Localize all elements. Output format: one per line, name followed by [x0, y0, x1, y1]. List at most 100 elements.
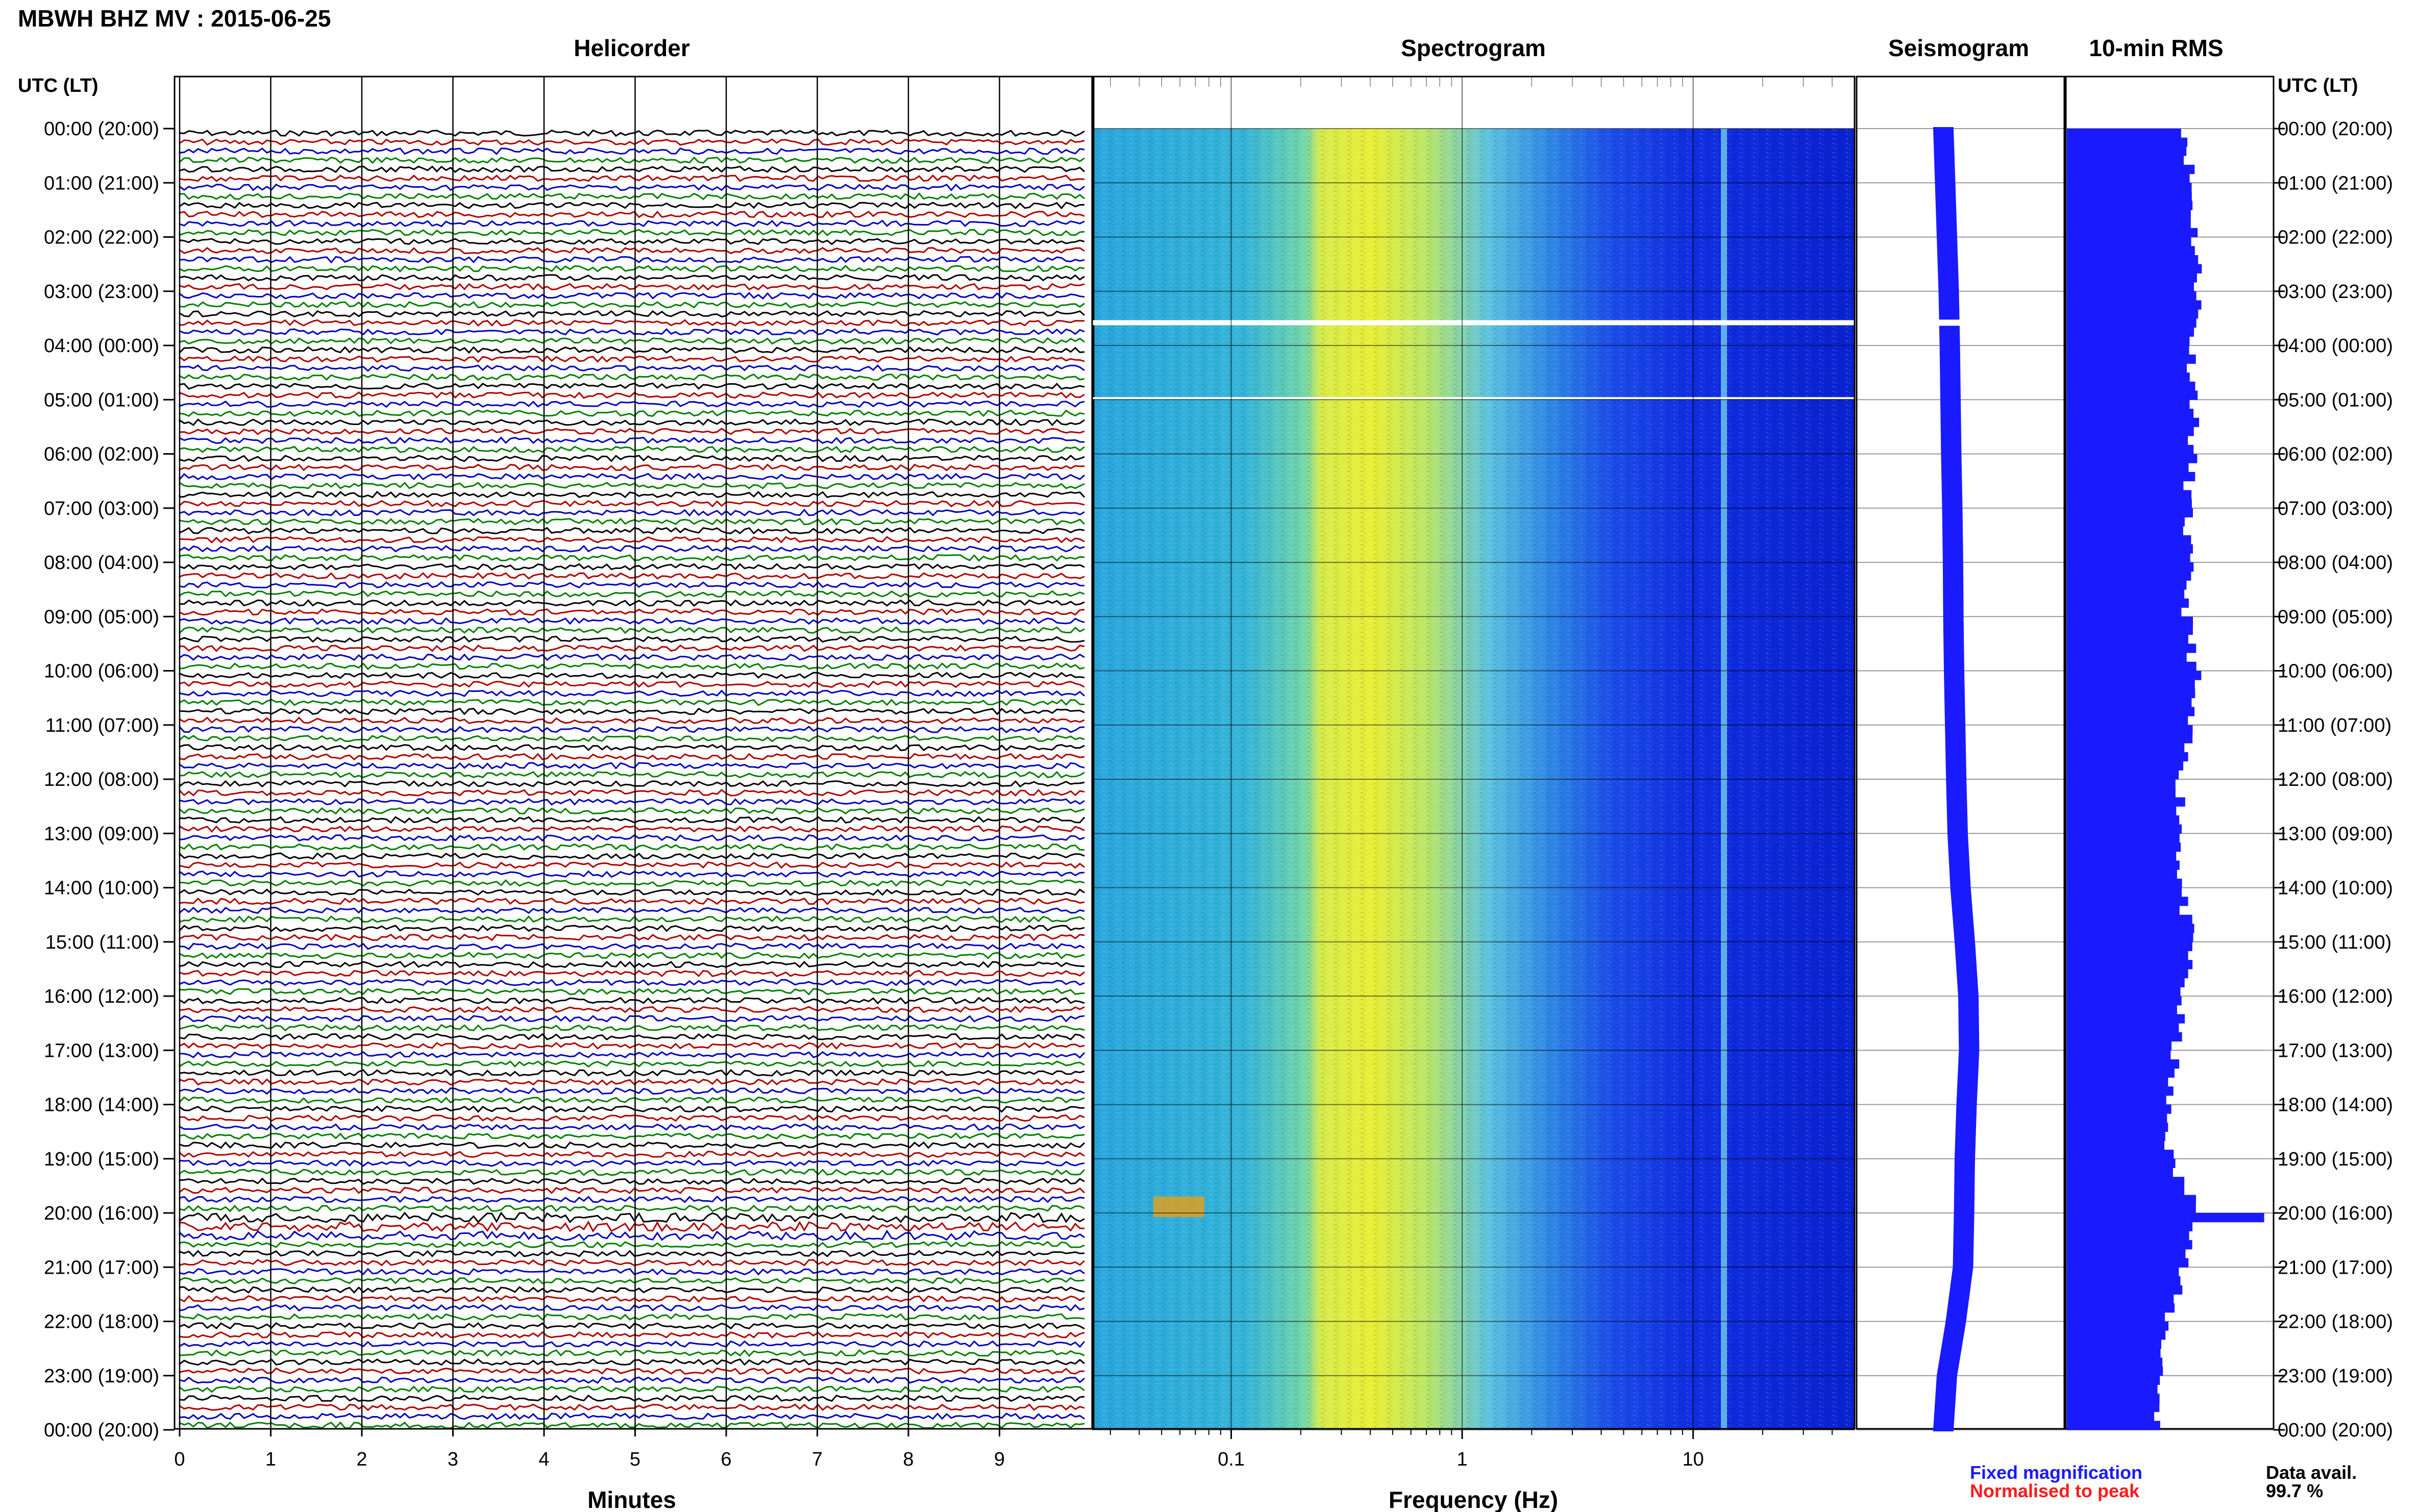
rms-bar	[2067, 363, 2187, 373]
rms-bar	[2067, 797, 2185, 807]
rms-bar	[2067, 1104, 2171, 1114]
rms-bar	[2067, 1005, 2177, 1014]
helicorder-trace	[179, 310, 1085, 318]
helicorder-trace	[179, 599, 1085, 607]
time-label-left: 01:00 (21:00)	[44, 172, 159, 194]
helicorder-trace	[179, 970, 1085, 977]
rms-bar	[2067, 1276, 2181, 1286]
helicorder-trace	[179, 743, 1085, 752]
helicorder-trace	[179, 192, 1085, 201]
data-availability-label: Data avail.	[2266, 1462, 2357, 1483]
utc-label-right: UTC (LT)	[2278, 75, 2358, 96]
rms-bar	[2067, 526, 2183, 536]
helicorder-trace	[179, 1286, 1085, 1294]
time-label-right: 02:00 (22:00)	[2278, 227, 2393, 249]
time-label-right: 03:00 (23:00)	[2278, 281, 2393, 303]
minute-tick-label: 3	[448, 1449, 458, 1470]
helicorder-trace	[179, 1295, 1085, 1303]
rms-bar	[2067, 1168, 2173, 1177]
rms-bar	[2067, 1158, 2176, 1168]
spectrogram-title: Spectrogram	[1401, 35, 1546, 61]
rms-bar	[2067, 490, 2192, 500]
rms-bar	[2067, 905, 2180, 915]
helicorder-trace	[179, 481, 1085, 489]
time-label-right: 10:00 (06:00)	[2278, 661, 2393, 682]
rms-bar	[2067, 390, 2198, 400]
helicorder-trace	[179, 1229, 1085, 1241]
rms-bar	[2067, 598, 2189, 608]
helicorder-trace	[179, 825, 1085, 833]
rms-bar	[2067, 463, 2189, 473]
rms-bar	[2067, 960, 2193, 970]
helicorder-trace	[179, 1322, 1085, 1330]
helicorder-trace	[179, 1123, 1085, 1131]
rms-bar	[2067, 210, 2191, 219]
rms-bar	[2067, 300, 2202, 310]
rms-bar	[2067, 1357, 2163, 1367]
rms-bar	[2067, 1421, 2160, 1430]
rms-bar	[2067, 680, 2195, 689]
seismogram-title: Seismogram	[1888, 35, 2029, 61]
helicorder-trace	[179, 292, 1085, 300]
helicorder-trace	[179, 1385, 1085, 1393]
rms-bar	[2067, 698, 2192, 707]
rms-bar	[2067, 634, 2188, 644]
time-label-right: 01:00 (21:00)	[2278, 172, 2393, 194]
rms-bar	[2067, 481, 2184, 490]
helicorder-trace	[179, 418, 1085, 427]
time-label-left: 12:00 (08:00)	[44, 769, 159, 790]
rms-bar	[2067, 1249, 2186, 1259]
rms-bar	[2067, 924, 2194, 933]
time-label-right: 04:00 (00:00)	[2278, 335, 2393, 357]
minute-tick-label: 0	[174, 1449, 185, 1470]
frequency-axis-label: Frequency (Hz)	[1389, 1486, 1558, 1512]
rms-bar	[2067, 219, 2191, 229]
time-label-left: 06:00 (02:00)	[44, 444, 159, 465]
helicorder-trace	[179, 725, 1085, 734]
rms-bar	[2067, 1095, 2166, 1105]
rms-bar	[2067, 309, 2199, 319]
helicorder-trace	[179, 1313, 1085, 1321]
rms-bar	[2067, 788, 2176, 798]
minute-tick-label: 1	[265, 1449, 276, 1470]
frequency-tick-label: 1	[1457, 1449, 1467, 1470]
time-label-left: 08:00 (04:00)	[44, 552, 159, 574]
helicorder-trace	[179, 400, 1085, 408]
rms-bar	[2067, 725, 2193, 734]
helicorder-trace	[179, 1150, 1085, 1158]
rms-bar	[2067, 1258, 2189, 1268]
minute-tick-label: 4	[538, 1449, 549, 1470]
helicorder-trace	[179, 662, 1085, 671]
helicorder-trace	[179, 626, 1085, 635]
time-label-right: 16:00 (12:00)	[2278, 986, 2393, 1007]
helicorder-trace	[179, 391, 1085, 399]
rms-bar	[2067, 1411, 2155, 1421]
time-label-left: 03:00 (23:00)	[44, 281, 159, 303]
minutes-axis-label: Minutes	[587, 1486, 676, 1512]
helicorder-trace	[179, 373, 1085, 381]
minute-tick-label: 6	[721, 1449, 731, 1470]
rms-bar	[2067, 553, 2190, 563]
rms-bar	[2067, 770, 2179, 780]
time-label-right: 11:00 (07:00)	[2278, 715, 2391, 736]
time-label-left: 09:00 (05:00)	[44, 606, 159, 628]
rms-bar	[2067, 1339, 2161, 1349]
rms-bar	[2067, 1195, 2196, 1204]
helicorder-trace	[179, 337, 1085, 345]
chart-title: MBWH BHZ MV : 2015-06-25	[18, 5, 331, 32]
rms-bar	[2067, 653, 2187, 662]
rms-bar	[2067, 246, 2195, 256]
rms-bar	[2067, 1122, 2168, 1132]
time-label-right: 22:00 (18:00)	[2278, 1311, 2393, 1333]
helicorder-trace	[179, 1277, 1085, 1285]
helicorder-trace	[179, 1169, 1085, 1176]
helicorder-trace	[179, 734, 1085, 742]
helicorder-trace	[179, 563, 1085, 571]
seismogram-trace	[1933, 127, 1980, 1431]
rms-bar	[2067, 1014, 2185, 1024]
rms-bar	[2067, 824, 2182, 834]
frequency-tick-label: 0.1	[1218, 1449, 1245, 1470]
helicorder-trace	[179, 1195, 1085, 1203]
rms-bar	[2067, 408, 2194, 418]
helicorder-trace	[179, 328, 1085, 336]
